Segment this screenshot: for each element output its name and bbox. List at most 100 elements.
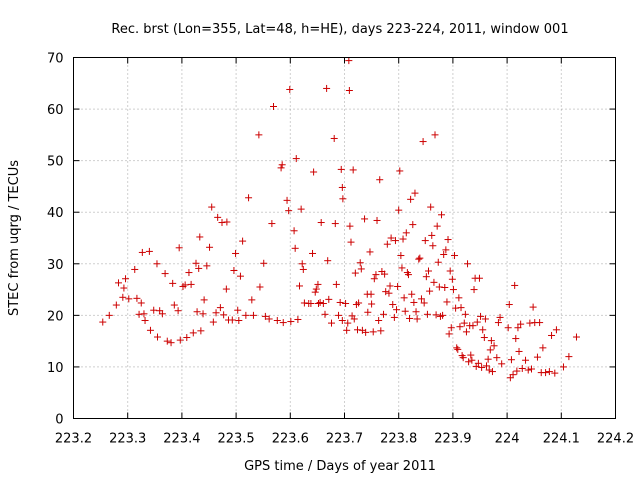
- data-point: [461, 310, 469, 318]
- data-point: [382, 288, 390, 296]
- data-point: [294, 315, 302, 323]
- y-tick-label: 50: [47, 155, 64, 170]
- data-point: [167, 339, 175, 347]
- data-point: [269, 102, 277, 110]
- data-point: [99, 318, 107, 326]
- data-point: [478, 363, 486, 371]
- data-point: [475, 274, 483, 282]
- data-point: [370, 275, 378, 283]
- data-point: [338, 317, 346, 325]
- data-point: [256, 283, 264, 291]
- data-point: [350, 315, 358, 323]
- data-point: [248, 296, 256, 304]
- data-point: [423, 310, 431, 318]
- data-point: [435, 283, 443, 291]
- data-point: [401, 307, 409, 315]
- data-point: [131, 265, 139, 273]
- data-point: [346, 222, 354, 230]
- data-point: [135, 310, 143, 318]
- data-point: [485, 366, 493, 374]
- data-point: [373, 216, 381, 224]
- data-point: [513, 367, 521, 375]
- data-point: [141, 317, 149, 325]
- data-point: [146, 326, 154, 334]
- data-point: [321, 310, 329, 318]
- data-point: [565, 353, 573, 361]
- data-point: [412, 308, 420, 316]
- data-point: [145, 247, 153, 255]
- data-point: [464, 260, 472, 268]
- data-point: [480, 334, 488, 342]
- data-point: [399, 235, 407, 243]
- data-point: [377, 327, 385, 335]
- data-point: [390, 313, 398, 321]
- data-point: [208, 203, 216, 211]
- data-point: [413, 315, 421, 323]
- data-point: [285, 207, 293, 215]
- data-point: [212, 309, 220, 317]
- data-point: [396, 167, 404, 175]
- data-point: [345, 57, 353, 65]
- data-point: [309, 249, 317, 257]
- data-point: [343, 326, 351, 334]
- data-point: [249, 311, 257, 319]
- data-point: [232, 249, 240, 257]
- data-point: [536, 319, 544, 327]
- data-point: [268, 220, 276, 228]
- data-point: [351, 269, 359, 277]
- data-point: [192, 259, 200, 267]
- data-point: [230, 266, 238, 274]
- data-point: [493, 354, 501, 362]
- data-point: [307, 299, 315, 307]
- data-point: [345, 87, 353, 95]
- data-point: [114, 279, 122, 287]
- data-point: [416, 254, 424, 262]
- data-point: [389, 301, 397, 309]
- data-point: [518, 364, 526, 372]
- data-point: [265, 315, 273, 323]
- data-point: [442, 246, 450, 254]
- data-point: [385, 289, 393, 297]
- data-point: [386, 282, 394, 290]
- data-point: [105, 311, 113, 319]
- data-point: [203, 262, 211, 270]
- data-point: [415, 255, 423, 263]
- data-point: [522, 356, 530, 364]
- data-point: [317, 219, 325, 227]
- data-point: [368, 300, 376, 308]
- data-point: [504, 324, 512, 332]
- data-point: [200, 296, 208, 304]
- data-point: [122, 275, 130, 283]
- data-point: [481, 315, 489, 323]
- y-tick-label: 30: [47, 258, 64, 273]
- data-point: [477, 312, 485, 320]
- data-point: [393, 306, 401, 314]
- data-point: [444, 236, 452, 244]
- data-point: [347, 238, 355, 246]
- data-point: [298, 260, 306, 268]
- data-point: [150, 306, 158, 314]
- data-point: [222, 285, 230, 293]
- data-point: [431, 131, 439, 139]
- data-point: [174, 307, 182, 315]
- data-point: [364, 308, 372, 316]
- data-point: [291, 244, 299, 252]
- x-tick-label: 223.4: [163, 432, 200, 447]
- grid-lines: [73, 57, 616, 419]
- data-point: [407, 195, 415, 203]
- data-point: [163, 337, 171, 345]
- data-point: [456, 323, 464, 331]
- data-point: [507, 356, 515, 364]
- data-point: [490, 342, 498, 350]
- data-point: [438, 211, 446, 219]
- y-tick-label: 40: [47, 206, 64, 221]
- data-point: [311, 288, 319, 296]
- data-point: [494, 319, 502, 327]
- data-point: [406, 314, 414, 322]
- data-point: [542, 369, 550, 377]
- x-axis-label: GPS time / Days of year 2011: [244, 459, 436, 474]
- data-point: [452, 304, 460, 312]
- data-point: [509, 371, 517, 379]
- data-point: [433, 222, 441, 230]
- data-point: [439, 311, 447, 319]
